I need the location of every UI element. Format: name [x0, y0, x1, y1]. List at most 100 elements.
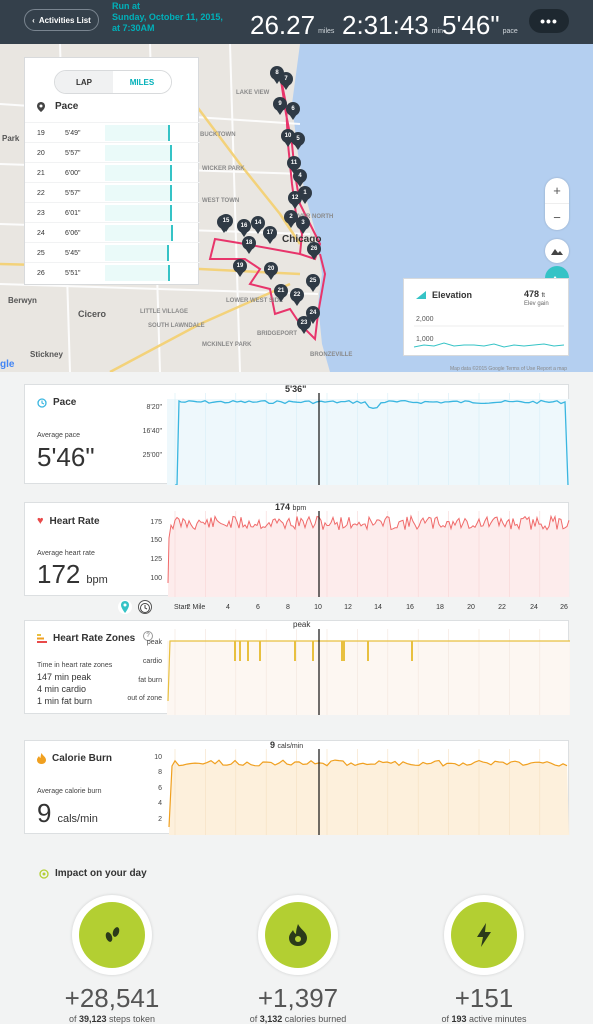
pace-card-title: Pace [37, 397, 76, 408]
mile-marker-pin[interactable]: 14 [251, 216, 265, 234]
mile-marker-pin[interactable]: 22 [290, 288, 304, 306]
back-to-activities-button[interactable]: ‹ Activities List [24, 9, 99, 31]
steps-label: steps token [109, 1014, 156, 1024]
mile-marker-number: 23 [297, 316, 311, 330]
lap-row[interactable]: 26 5'51" [25, 262, 200, 282]
mile-marker-pin[interactable]: 16 [237, 219, 251, 237]
lap-row[interactable]: 23 6'01" [25, 202, 200, 222]
mile-marker-number: 9 [273, 97, 287, 111]
calories-impact-sub: of 3,132 calories burned [213, 1014, 383, 1024]
terrain-view-button[interactable] [545, 239, 569, 263]
mile-marker-pin[interactable]: 24 [306, 306, 320, 324]
target-icon [39, 868, 49, 879]
zones-help-icon[interactable]: ? [143, 631, 153, 641]
zoom-control: + − [545, 178, 569, 230]
mile-marker-pin[interactable]: 3 [296, 216, 310, 234]
map-label-west-town: WEST TOWN [202, 198, 240, 204]
calorie-cursor-value: 9 cals/min [270, 740, 303, 750]
calories-total: 3,132 [259, 1014, 283, 1024]
mile-marker-number: 16 [237, 219, 251, 233]
mountain-icon [551, 249, 563, 255]
heart-rate-zones-chart[interactable] [167, 621, 570, 715]
x-axis-tick: 6 [256, 604, 260, 611]
lap-row[interactable]: 24 6'06" [25, 222, 200, 242]
average-heart-rate-value: 172 [37, 559, 81, 589]
lap-miles-toggle[interactable]: LAP MILES [54, 70, 172, 94]
mile-marker-pin[interactable]: 9 [273, 97, 287, 115]
map-label-lower-west-side: LOWER WEST SIDE [226, 298, 283, 304]
mile-marker-pin[interactable]: 6 [286, 102, 300, 120]
mile-marker-pin[interactable]: 5 [291, 132, 305, 150]
mile-marker-pin[interactable]: 19 [233, 259, 247, 277]
mile-marker-pin[interactable]: 20 [264, 262, 278, 280]
mile-marker-pin[interactable]: 15 [219, 214, 233, 232]
lap-pace-bar [105, 245, 169, 261]
pace-chart[interactable] [167, 385, 570, 485]
calorie-y-tick: 2 [158, 816, 162, 823]
route-map[interactable]: LAKE VIEW BUCKTOWN WICKER PARK WEST TOWN… [0, 44, 593, 372]
calorie-y-tick: 10 [154, 754, 162, 761]
calorie-title: Calorie Burn [37, 753, 112, 764]
average-calorie-value: 9 [37, 798, 52, 828]
lap-toggle-option[interactable]: LAP [55, 71, 113, 93]
mile-marker-pin[interactable]: 7 [279, 72, 293, 90]
lap-pace: 5'51" [65, 270, 81, 277]
duration-unit: min [431, 28, 444, 35]
lap-row[interactable]: 19 5'49" [25, 122, 200, 142]
steps-total: 39,123 [78, 1014, 107, 1024]
mile-marker-pin[interactable]: 17 [263, 226, 277, 244]
mile-marker-pin[interactable]: 12 [288, 191, 302, 209]
hr-cursor-unit: bpm [292, 505, 307, 512]
impact-active-minutes: +151 of 193 active minutes [399, 895, 569, 1024]
lap-row[interactable]: 22 5'57" [25, 182, 200, 202]
distance-unit: miles [318, 28, 335, 35]
calorie-y-tick: 6 [158, 785, 162, 792]
active-impact-sub: of 193 active minutes [399, 1014, 569, 1024]
calorie-burn-chart[interactable] [167, 741, 570, 835]
lap-row[interactable]: 20 5'57" [25, 142, 200, 162]
mile-marker-pin[interactable]: 26 [307, 242, 321, 260]
lap-pace-bar [105, 165, 172, 181]
pace-card: Pace Average pace 5'46" 8'20" 16'40" 25'… [24, 384, 570, 485]
mile-marker-pin[interactable]: 25 [306, 274, 320, 292]
zones-cursor-value: peak [293, 620, 311, 629]
heart-rate-chart[interactable] [167, 503, 570, 597]
google-logo: gle [0, 359, 15, 370]
zoom-in-button[interactable]: + [545, 178, 569, 204]
zones-peak-minutes: 147 min peak [37, 672, 92, 682]
map-label-wicker-park: WICKER PARK [202, 166, 245, 172]
lap-row[interactable]: 25 5'45" [25, 242, 200, 262]
lap-row[interactable]: 21 6'00" [25, 162, 200, 182]
zone-dip-bar [367, 641, 369, 661]
lap-pace: 5'45" [65, 250, 81, 257]
hr-y-tick: 175 [150, 519, 162, 526]
map-pin-toggle[interactable] [118, 600, 132, 614]
zoom-out-button[interactable]: − [553, 209, 561, 225]
hr-cursor-number: 174 [275, 502, 291, 512]
impact-steps: +28,541 of 39,123 steps token [27, 895, 197, 1024]
lap-pace-bar [105, 145, 172, 161]
heart-icon: ♥ [37, 515, 44, 527]
mile-marker-pin[interactable]: 23 [297, 316, 311, 334]
active-impact-value: +151 [454, 983, 514, 1013]
mile-marker-number: 15 [219, 214, 233, 228]
mile-marker-pin[interactable]: 21 [274, 284, 288, 302]
mile-marker-pin[interactable]: 4 [293, 169, 307, 187]
mile-marker-pin[interactable]: 18 [242, 236, 256, 254]
back-button-label: Activities List [38, 15, 91, 25]
lap-pace: 6'01" [65, 210, 81, 217]
zones-y-tick: out of zone [127, 695, 162, 702]
miles-toggle-option[interactable]: MILES [113, 71, 171, 93]
steps-impact-sub: of 39,123 steps token [27, 1014, 197, 1024]
time-axis-toggle[interactable] [138, 600, 152, 614]
x-axis-tick: 22 [498, 604, 506, 611]
distance-value: 26.27 [250, 10, 316, 40]
calorie-cursor-number: 9 [270, 740, 276, 750]
mile-marker-pin[interactable]: 2 [284, 210, 298, 228]
zone-dip-bar [343, 641, 345, 661]
map-credits[interactable]: Map data ©2015 Google Terms of Use Repor… [450, 366, 567, 372]
more-options-button[interactable]: ••• [529, 9, 569, 33]
mile-marker-number: 20 [264, 262, 278, 276]
heart-rate-card: ♥ Heart Rate Average heart rate 172 bpm … [24, 502, 570, 597]
x-axis-tick: 20 [467, 604, 475, 611]
